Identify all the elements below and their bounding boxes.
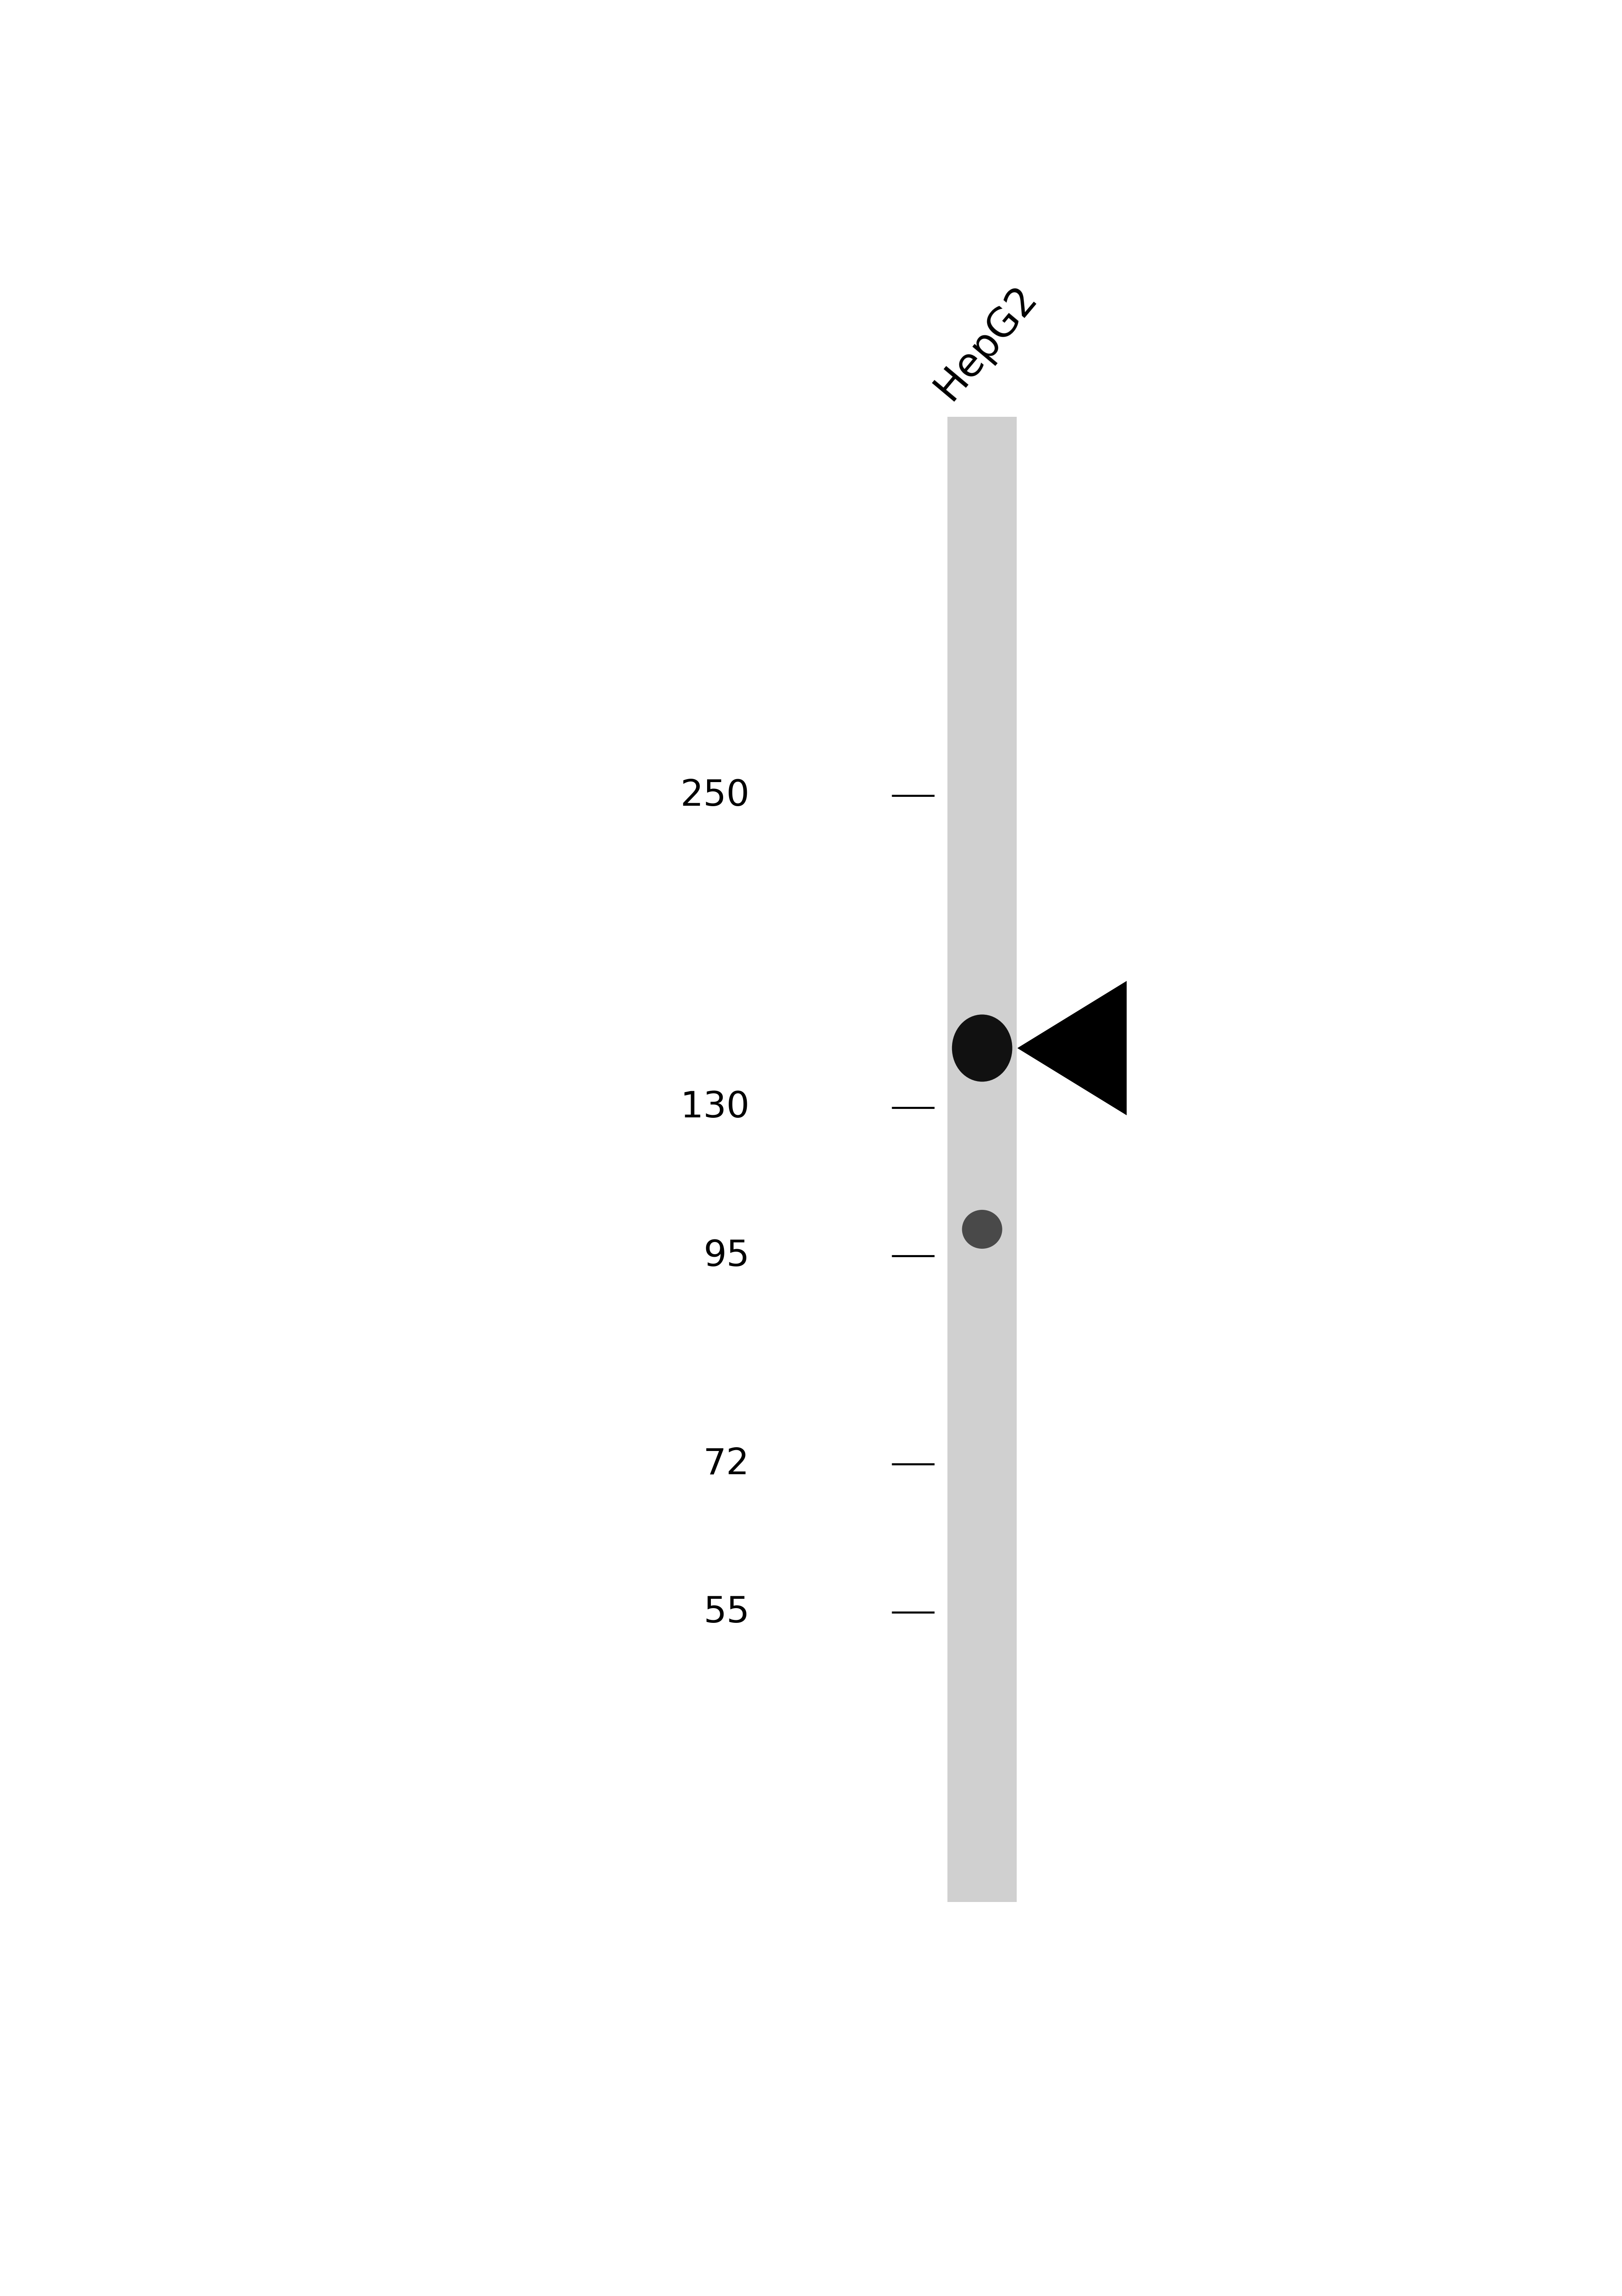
Text: 95: 95: [704, 1238, 749, 1274]
Polygon shape: [1017, 980, 1127, 1116]
Bar: [947, 418, 1017, 1901]
Ellipse shape: [962, 1210, 1002, 1249]
Ellipse shape: [952, 1015, 1012, 1081]
Text: HepG2: HepG2: [928, 278, 1045, 406]
Text: 130: 130: [680, 1091, 749, 1125]
Text: 72: 72: [704, 1446, 749, 1481]
Text: 55: 55: [704, 1596, 749, 1630]
Text: 250: 250: [680, 778, 749, 813]
